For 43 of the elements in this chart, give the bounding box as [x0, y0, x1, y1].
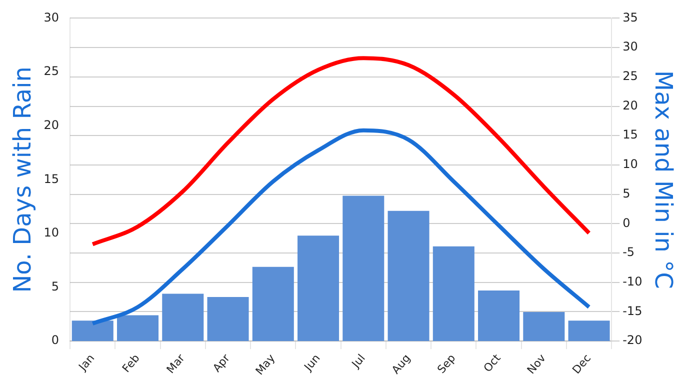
y-tick-label: 20 [44, 118, 60, 132]
bar [388, 210, 430, 342]
x-tick-label: Apr [210, 351, 233, 375]
x-tick-label: Feb [120, 352, 142, 376]
y-tick-label: 5 [51, 279, 60, 294]
bar [207, 296, 249, 342]
y2-axis-title: Max and Min in °C [649, 70, 678, 289]
y-tick-label: 10 [44, 226, 60, 240]
y2-tick-label: -15 [622, 304, 642, 318]
y2-tick-label: 10 [622, 157, 638, 172]
y2-tick-label: 15 [622, 128, 638, 142]
y-tick-label: 0 [51, 333, 60, 348]
y2-tick-label: -10 [622, 274, 642, 289]
bar [432, 246, 474, 342]
bar [252, 266, 294, 342]
y2-tick-label: 20 [622, 98, 638, 112]
bar [162, 294, 204, 342]
line-series [90, 128, 592, 326]
x-tick-label: Oct [481, 351, 504, 375]
y2-tick-label: -5 [622, 245, 635, 260]
x-tick-label: Dec [570, 352, 594, 376]
x-tick-label: Jan [76, 352, 98, 374]
y2-tick-label: -20 [622, 333, 642, 348]
x-tick-label: Jul [348, 352, 368, 372]
y2-tick-label: 0 [622, 216, 630, 230]
bar [568, 320, 610, 342]
y-tick-label: 25 [44, 64, 60, 78]
x-tick-label: Sep [434, 352, 458, 376]
y2-tick-label: 5 [622, 186, 630, 200]
y2-tick-label: 25 [622, 69, 638, 84]
line-series [90, 56, 592, 246]
bar [298, 236, 340, 342]
y-axis-title: No. Days with Rain [8, 66, 37, 293]
y-tick-label: 30 [44, 10, 60, 24]
y-tick-label: 15 [44, 172, 60, 186]
bar [478, 290, 520, 342]
bar [117, 315, 159, 342]
bar [72, 320, 114, 342]
y2-tick-label: 30 [622, 40, 638, 54]
x-tick-label: Jun [301, 352, 323, 374]
y2-tick-label: 35 [622, 10, 638, 24]
bar [523, 312, 565, 342]
bar [342, 196, 384, 342]
